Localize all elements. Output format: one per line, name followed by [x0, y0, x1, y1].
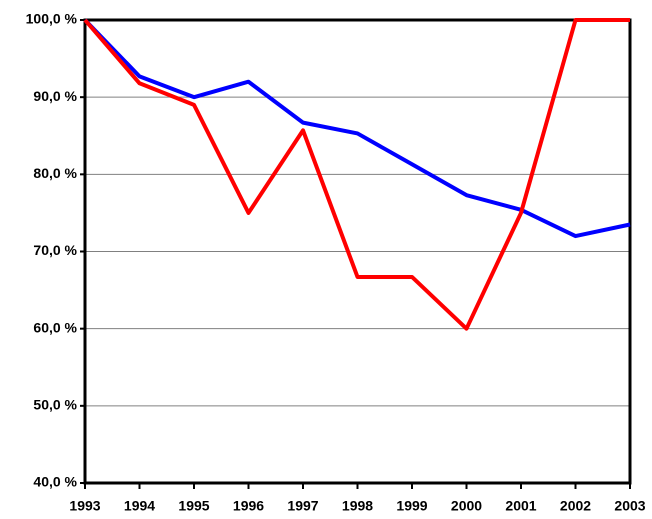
- x-tick-label: 1997: [287, 498, 318, 514]
- x-tick-label: 1996: [233, 498, 264, 514]
- series-line: [83, 18, 630, 331]
- y-tick-label: 50,0 %: [33, 397, 77, 413]
- x-tick-label: 1993: [69, 498, 100, 514]
- x-tick-label: 2000: [451, 498, 482, 514]
- y-tick-label: 90,0 %: [33, 88, 77, 104]
- x-tick-label: 1998: [342, 498, 373, 514]
- x-tick-label: 1999: [396, 498, 427, 514]
- y-tick-label: 70,0 %: [33, 242, 77, 258]
- x-tick-label: 2001: [505, 498, 536, 514]
- x-tick-label: 1994: [124, 498, 155, 514]
- series-line: [83, 18, 631, 239]
- x-tick-label: 2002: [560, 498, 591, 514]
- y-tick-label: 80,0 %: [33, 165, 77, 181]
- y-tick-label: 100,0 %: [26, 11, 78, 27]
- x-tick-label: 1995: [178, 498, 209, 514]
- y-tick-label: 40,0 %: [33, 474, 77, 490]
- x-tick-label: 2003: [614, 498, 645, 514]
- y-tick-label: 60,0 %: [33, 319, 77, 335]
